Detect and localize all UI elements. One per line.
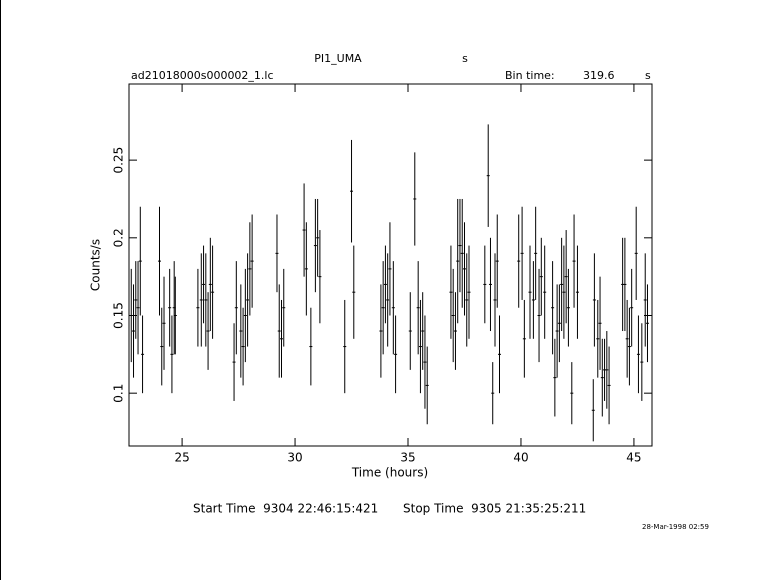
bin-time: 319.6 [583, 69, 615, 82]
y-tick-label: 0.1 [112, 384, 126, 403]
chart-title: PI1_UMA [314, 52, 362, 65]
title-unit: s [462, 52, 468, 65]
x-axis-label: Time (hours) [351, 466, 428, 480]
x-tick-label: 25 [174, 451, 189, 465]
x-tick-label: 40 [513, 451, 528, 465]
x-tick-label: 45 [626, 451, 641, 465]
y-tick-label: 0.15 [112, 302, 126, 329]
y-axis-label: Counts/s [89, 239, 103, 291]
y-tick-label: 0.2 [112, 228, 126, 247]
plot-date: 28-Mar-1998 02:59 [642, 523, 709, 531]
x-tick-label: 35 [400, 451, 415, 465]
start-time: Start Time 9304 22:46:15:421 [193, 502, 378, 516]
y-tick-label: 0.25 [112, 147, 126, 174]
plot-frame [128, 83, 653, 447]
bin-time-unit: s [645, 69, 651, 82]
file-name: ad21018000s000002_1.lc [131, 69, 274, 82]
bin-time-label: Bin time: [505, 69, 555, 82]
x-tick-label: 30 [287, 451, 302, 465]
stop-time: Stop Time 9305 21:35:25:211 [403, 502, 586, 516]
